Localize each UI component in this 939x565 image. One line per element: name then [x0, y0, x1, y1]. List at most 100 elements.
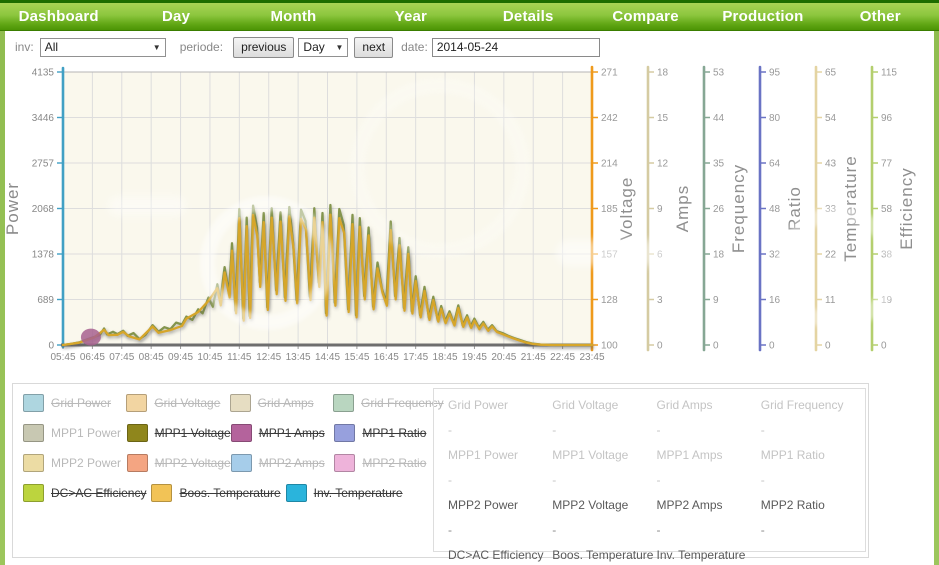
legend-item-grid-voltage[interactable]: Grid Voltage	[126, 394, 229, 412]
value-cell-inv-temperature: Inv. Temperature-	[656, 548, 746, 562]
legend-item-boos-temperature[interactable]: Boos. Temperature	[151, 484, 281, 502]
legend-swatch	[334, 454, 356, 472]
legend-item-grid-power[interactable]: Grid Power	[23, 394, 126, 412]
page-right-border	[934, 0, 939, 565]
legend-label: MPP2 Power	[51, 456, 122, 470]
legend-swatch	[23, 484, 44, 502]
svg-text:20:45: 20:45	[491, 352, 516, 363]
legend-label: Grid Frequency	[360, 396, 444, 410]
svg-text:4135: 4135	[32, 68, 55, 79]
svg-text:06:45: 06:45	[80, 352, 105, 363]
legend-item-grid-amps[interactable]: Grid Amps	[229, 394, 333, 412]
svg-text:12:45: 12:45	[256, 352, 281, 363]
legend-swatch	[126, 394, 148, 412]
svg-text:23:45: 23:45	[579, 352, 604, 363]
chart-canvas: 05:45 06:45 07:45 08:45 09:45 10:45 11:45 12:45…	[3, 65, 916, 363]
legend-swatch	[285, 484, 307, 502]
svg-text:157: 157	[601, 250, 618, 261]
nav-item-month[interactable]: Month	[270, 8, 317, 25]
svg-text:18: 18	[657, 68, 669, 79]
svg-text:54: 54	[825, 113, 837, 124]
legend-item-mpp2-amps[interactable]: MPP2 Amps	[230, 454, 335, 472]
svg-text:3446: 3446	[32, 113, 55, 124]
svg-text:26: 26	[713, 204, 725, 215]
period-select[interactable]: Day ▼	[298, 37, 349, 57]
value-cell-mpp2-power: MPP2 Power -	[448, 498, 519, 537]
nav-item-other[interactable]: Other	[859, 8, 901, 25]
svg-text:12: 12	[657, 159, 669, 170]
legend-item-grid-frequency[interactable]: Grid Frequency	[332, 394, 444, 412]
svg-text:18: 18	[713, 250, 725, 261]
previous-button[interactable]: previous	[233, 36, 295, 58]
value-cell-mpp2-amps: MPP2 Amps -	[656, 498, 723, 537]
legend-item-mpp1-power[interactable]: MPP1 Power	[23, 424, 127, 442]
legend-swatch	[334, 424, 356, 442]
date-input[interactable]	[431, 37, 600, 57]
svg-text:58: 58	[881, 204, 893, 215]
svg-text:13:45: 13:45	[286, 352, 311, 363]
legend-swatch	[23, 424, 44, 442]
legend-item-inv-temperature[interactable]: Inv. Temperature	[285, 484, 403, 502]
legend-label: MPP1 Power	[51, 426, 122, 440]
legend-label: MPP1 Amps	[258, 426, 325, 440]
inverter-select[interactable]: All ▼	[39, 37, 166, 57]
legend-label: Boos. Temperature	[179, 486, 281, 500]
svg-text:17:45: 17:45	[403, 352, 428, 363]
value-cell-mpp1-power: MPP1 Power -	[448, 448, 519, 487]
filter-bar: inv: All ▼ periode: previous Day ▼ next …	[5, 34, 934, 60]
svg-text:0: 0	[825, 341, 831, 352]
legend-item-mpp1-voltage[interactable]: MPP1 Voltage	[126, 424, 231, 442]
svg-text:15:45: 15:45	[344, 352, 369, 363]
legend-label: Grid Amps	[257, 396, 314, 410]
legend-swatch	[229, 394, 251, 412]
inv-label: inv:	[15, 40, 34, 54]
nav-item-year[interactable]: Year	[394, 8, 428, 25]
legend-item-mpp2-voltage[interactable]: MPP2 Voltage	[126, 454, 231, 472]
legend-item-mpp1-ratio[interactable]: MPP1 Ratio	[334, 424, 438, 442]
value-cell-mpp2-ratio: MPP2 Ratio -	[760, 498, 825, 537]
legend-label: MPP1 Voltage	[154, 426, 231, 440]
svg-text:115: 115	[881, 68, 897, 79]
svg-text:271: 271	[601, 68, 618, 79]
svg-text:18:45: 18:45	[433, 352, 458, 363]
legend-item-mpp2-power[interactable]: MPP2 Power	[23, 454, 127, 472]
legend-item-mpp1-amps[interactable]: MPP1 Amps	[230, 424, 335, 442]
legend-item-mpp2-ratio[interactable]: MPP2 Ratio	[334, 454, 438, 472]
value-cell-mpp1-amps: MPP1 Amps -	[656, 448, 723, 487]
value-cell-mpp1-voltage: MPP1 Voltage -	[552, 448, 629, 487]
svg-text:689: 689	[37, 295, 54, 306]
svg-text:6: 6	[657, 250, 663, 261]
nav-item-compare[interactable]: Compare	[612, 8, 679, 25]
svg-text:2757: 2757	[32, 159, 55, 170]
value-cell-dc-ac-efficiency: DC>AC Efficiency-	[448, 548, 544, 562]
nav-item-production[interactable]: Production	[722, 8, 804, 25]
svg-text:0: 0	[769, 341, 775, 352]
nav-item-dashboard[interactable]: Dashboard	[18, 8, 99, 25]
nav-item-day[interactable]: Day	[162, 8, 191, 25]
svg-text:0: 0	[48, 341, 54, 352]
svg-text:Efficiency: Efficiency	[897, 167, 916, 249]
svg-text:21:45: 21:45	[521, 352, 546, 363]
svg-text:10:45: 10:45	[197, 352, 222, 363]
svg-text:9: 9	[713, 295, 719, 306]
legend-label: Inv. Temperature	[313, 486, 403, 500]
next-button[interactable]: next	[354, 36, 394, 58]
nav-item-details[interactable]: Details	[502, 8, 554, 25]
svg-text:95: 95	[769, 68, 781, 79]
legend-swatch	[332, 394, 354, 412]
legend-item-dc-ac-efficiency[interactable]: DC>AC Efficiency	[23, 484, 146, 502]
svg-text:Temperature: Temperature	[841, 155, 860, 261]
value-cell-grid-amps: Grid Amps -	[656, 398, 713, 437]
svg-text:05:45: 05:45	[50, 352, 75, 363]
svg-text:Frequency: Frequency	[729, 164, 748, 253]
svg-text:2068: 2068	[32, 204, 55, 215]
value-cell-boos-temperature: Boos. Temperature-	[552, 548, 654, 562]
value-cell-grid-power: Grid Power -	[448, 398, 509, 437]
legend-label: Grid Voltage	[154, 396, 221, 410]
date-label: date:	[401, 40, 428, 54]
svg-text:19: 19	[881, 295, 893, 306]
svg-text:09:45: 09:45	[168, 352, 193, 363]
svg-text:128: 128	[601, 295, 618, 306]
value-cell-mpp2-voltage: MPP2 Voltage -	[552, 498, 629, 537]
svg-text:08:45: 08:45	[139, 352, 164, 363]
